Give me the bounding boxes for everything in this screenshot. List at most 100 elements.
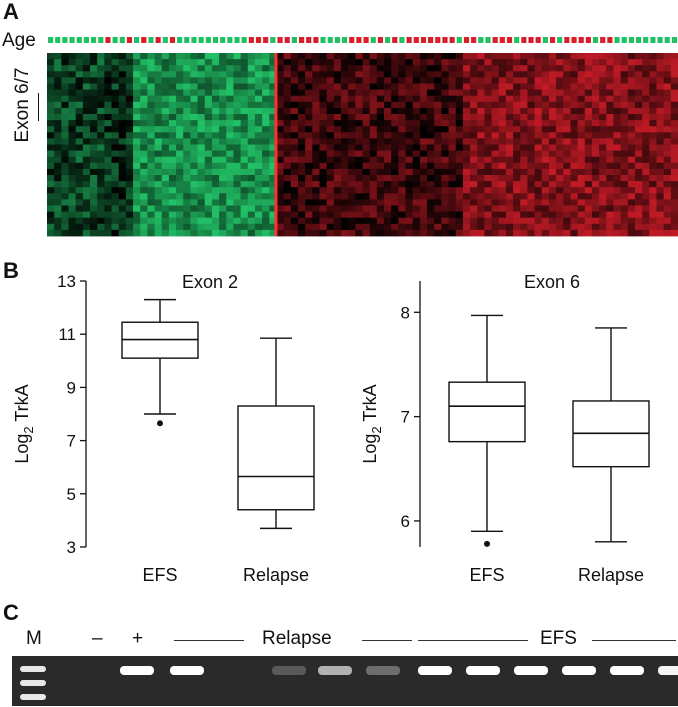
heatmap-cell <box>462 65 471 72</box>
heatmap-cell <box>254 83 263 90</box>
heatmap-cell <box>204 187 213 194</box>
heatmap-cell <box>599 53 607 60</box>
heatmap-cell <box>140 181 148 188</box>
heatmap-cell <box>233 168 241 176</box>
heatmap-cell <box>634 229 643 237</box>
heatmap-cell <box>642 162 650 170</box>
heatmap-cell <box>276 65 285 72</box>
heatmap-cell <box>419 114 428 121</box>
heatmap-cell <box>477 211 485 219</box>
heatmap-cell <box>262 107 270 115</box>
heatmap-cell <box>183 181 191 188</box>
heatmap-cell <box>441 193 449 200</box>
heatmap-cell <box>441 120 449 127</box>
heatmap-cell <box>240 217 249 225</box>
heatmap-cell <box>82 101 91 109</box>
heatmap-cell <box>219 107 227 115</box>
heatmap-cell <box>570 138 579 145</box>
heatmap-cell <box>505 229 514 237</box>
heatmap-cell <box>477 205 485 212</box>
heatmap-cell <box>548 77 557 84</box>
heatmap-cell <box>541 168 550 176</box>
heatmap-cell <box>297 126 306 133</box>
heatmap-cell <box>384 89 392 97</box>
y-tick-label: 5 <box>67 485 76 504</box>
heatmap-cell <box>627 77 636 84</box>
heatmap-cell <box>577 89 586 97</box>
heatmap-cell <box>505 156 514 164</box>
heatmap-cell <box>47 217 55 225</box>
heatmap-cell <box>384 126 392 133</box>
heatmap-cell <box>534 187 543 194</box>
heatmap-cell <box>305 65 313 72</box>
heatmap-cell <box>627 199 636 206</box>
heatmap-cell <box>68 71 77 78</box>
heatmap-cell <box>161 126 170 133</box>
heatmap-cell <box>254 205 263 212</box>
heatmap-cell <box>283 144 292 151</box>
heatmap-cell <box>570 168 579 176</box>
heatmap-cell <box>97 83 105 90</box>
heatmap-cell <box>197 89 206 97</box>
age-cell <box>155 37 161 43</box>
negative-control-label: – <box>92 628 103 649</box>
heatmap-cell <box>75 211 84 219</box>
heatmap-cell <box>147 168 155 176</box>
heatmap-cell <box>470 53 478 60</box>
heatmap-cell <box>398 223 406 231</box>
heatmap-cell <box>269 77 277 84</box>
heatmap-cell <box>75 162 84 170</box>
heatmap-cell <box>240 168 249 176</box>
heatmap-cell <box>197 65 206 72</box>
heatmap-cell <box>333 199 342 206</box>
heatmap-cell <box>111 199 120 206</box>
heatmap-cell <box>391 114 399 121</box>
heatmap-cell <box>369 53 378 60</box>
heatmap-cell <box>427 181 435 188</box>
heatmap-cell <box>125 107 134 115</box>
heatmap-cell <box>398 150 406 158</box>
heatmap-cell <box>427 199 435 206</box>
heatmap-cell <box>384 217 392 225</box>
heatmap-cell <box>219 168 227 176</box>
heatmap-cell <box>448 150 457 158</box>
heatmap-cell <box>620 199 629 206</box>
heatmap-cell <box>68 138 77 145</box>
heatmap-cell <box>111 217 120 225</box>
heatmap-cell <box>226 77 234 84</box>
heatmap-cell <box>283 120 292 127</box>
heatmap-cell <box>376 199 385 206</box>
heatmap-cell <box>340 65 349 72</box>
heatmap-cell <box>355 199 363 206</box>
age-cell <box>349 37 355 43</box>
heatmap-cell <box>376 138 385 145</box>
heatmap-cell <box>520 162 528 170</box>
heatmap-cell <box>627 114 636 121</box>
heatmap-cell <box>455 156 464 164</box>
heatmap-cell <box>563 229 571 237</box>
heatmap-cell <box>348 223 356 231</box>
y-tick-label: 6 <box>401 512 410 531</box>
heatmap-cell <box>376 156 385 164</box>
heatmap-cell <box>297 71 306 78</box>
heatmap-cell <box>613 101 622 109</box>
heatmap-cell <box>556 89 564 97</box>
heatmap-cell <box>398 126 406 133</box>
heatmap-cell <box>362 199 371 206</box>
age-label: Age <box>2 30 36 51</box>
heatmap-cell <box>599 193 607 200</box>
heatmap-cell <box>312 114 320 121</box>
heatmap-cell <box>548 138 557 145</box>
heatmap-cell <box>147 181 155 188</box>
age-cell <box>205 37 211 43</box>
heatmap-cell <box>556 65 564 72</box>
heatmap-cell <box>118 162 127 170</box>
heatmap-cell <box>75 65 84 72</box>
heatmap-cell <box>104 205 112 212</box>
heatmap-cell <box>398 162 406 170</box>
heatmap-cell <box>340 107 349 115</box>
heatmap-cell <box>441 211 449 219</box>
heatmap-cell <box>283 132 292 139</box>
heatmap-cell <box>670 205 678 212</box>
heatmap-cell <box>226 95 234 103</box>
